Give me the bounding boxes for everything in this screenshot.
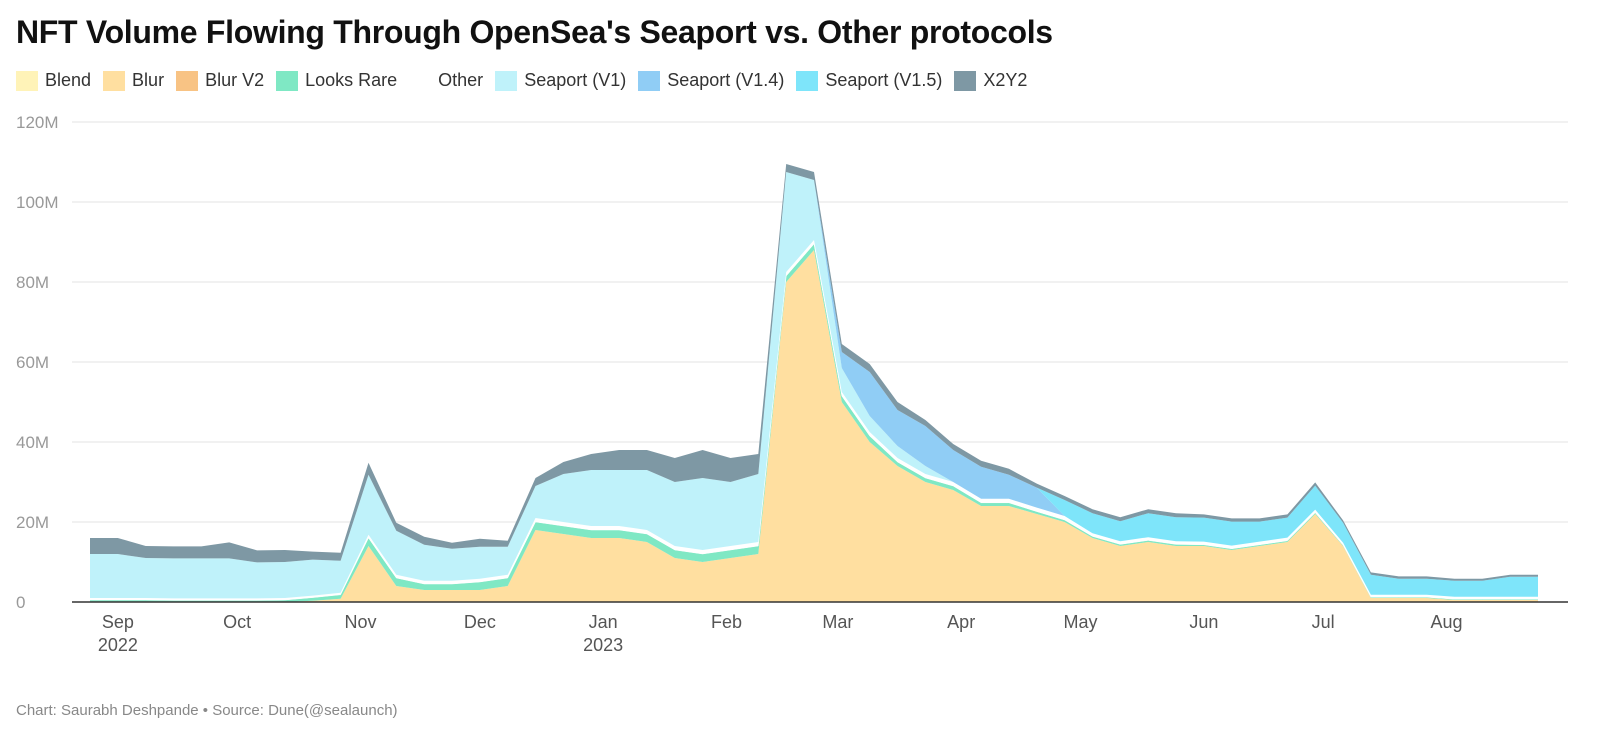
y-tick-label: 60M bbox=[16, 353, 49, 372]
x-tick-label: Aug bbox=[1430, 612, 1462, 632]
legend-label: Seaport (V1) bbox=[524, 70, 627, 90]
x-tick-label: Dec bbox=[464, 612, 496, 632]
legend-item-blend: Blend bbox=[16, 70, 91, 91]
legend-swatch bbox=[103, 70, 126, 91]
y-tick-label: 80M bbox=[16, 273, 49, 292]
legend-label: Blur bbox=[132, 70, 165, 90]
x-tick-label: Apr bbox=[947, 612, 975, 632]
legend-item-blur: Blur bbox=[103, 70, 164, 91]
y-tick-label: 120M bbox=[16, 113, 59, 132]
legend-label: Blur V2 bbox=[205, 70, 265, 90]
x-tick-label: Jun bbox=[1189, 612, 1218, 632]
x-tick-year-label: 2023 bbox=[583, 635, 623, 655]
legend-swatch bbox=[954, 70, 977, 91]
legend-item-other: Other bbox=[409, 70, 483, 91]
y-tick-label: 100M bbox=[16, 193, 59, 212]
x-tick-label: Nov bbox=[344, 612, 376, 632]
x-tick-label: Jan bbox=[589, 612, 618, 632]
legend-label: X2Y2 bbox=[983, 70, 1028, 90]
legend-swatch bbox=[176, 70, 199, 91]
x-tick-label: Mar bbox=[822, 612, 853, 632]
area-blur bbox=[90, 250, 1538, 602]
legend-swatch bbox=[409, 70, 432, 91]
legend-swatch bbox=[16, 70, 38, 91]
legend-item-seaport-v1-4: Seaport (V1.4) bbox=[638, 70, 784, 91]
legend-swatch bbox=[638, 70, 661, 91]
x-tick-label: Sep bbox=[102, 612, 134, 632]
legend-swatch bbox=[495, 70, 518, 91]
legend-item-seaport-v1-5: Seaport (V1.5) bbox=[796, 70, 942, 91]
x-tick-label: Jul bbox=[1312, 612, 1335, 632]
chart-legend: Blend Blur Blur V2 Looks Rare Other Seaport (… bbox=[16, 70, 1039, 91]
legend-label: Looks Rare bbox=[305, 70, 398, 90]
legend-swatch bbox=[276, 70, 299, 91]
legend-item-seaport-v1: Seaport (V1) bbox=[495, 70, 626, 91]
chart-area: 0 20M 40M 60M 80M 100M 120M Sep 2022 Oct Nov Dec Jan… bbox=[16, 113, 1568, 655]
area-other bbox=[89, 239, 1539, 601]
x-tick-label: May bbox=[1064, 612, 1098, 632]
x-tick-label: Feb bbox=[711, 612, 742, 632]
x-tick-year-label: 2022 bbox=[98, 635, 138, 655]
chart-title: NFT Volume Flowing Through OpenSea's Sea… bbox=[16, 14, 1053, 50]
x-tick-label: Oct bbox=[223, 612, 251, 632]
legend-item-x2y2: X2Y2 bbox=[954, 70, 1027, 91]
legend-label: Blend bbox=[45, 70, 92, 90]
legend-label: Seaport (V1.4) bbox=[667, 70, 785, 90]
legend-label: Seaport (V1.5) bbox=[825, 70, 943, 90]
y-tick-label: 20M bbox=[16, 513, 49, 532]
y-tick-label: 0 bbox=[16, 593, 25, 612]
legend-item-blur-v2: Blur V2 bbox=[176, 70, 264, 91]
legend-label: Other bbox=[438, 70, 484, 90]
chart-source: Chart: Saurabh Deshpande • Source: Dune(… bbox=[16, 702, 398, 719]
legend-item-looks-rare: Looks Rare bbox=[276, 70, 397, 91]
legend-swatch bbox=[796, 70, 819, 91]
y-tick-label: 40M bbox=[16, 433, 49, 452]
